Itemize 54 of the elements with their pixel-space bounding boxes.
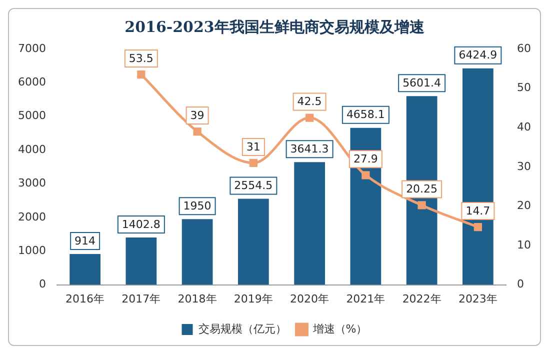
x-tick-label: 2019年 [234,292,273,306]
data-label: 42.5 [297,95,322,108]
y-tick-label: 5000 [18,109,46,122]
y2-tick-label: 20 [517,199,532,212]
y2-tick-label: 60 [517,42,532,55]
y2-tick-label: 50 [517,81,532,94]
bar [182,219,213,285]
x-tick-label: 2021年 [346,292,386,306]
x-tick-label: 2020年 [290,292,330,306]
data-label: 5601.4 [402,76,442,90]
y-tick-label: 6000 [18,76,46,89]
data-label: 1402.8 [122,218,160,231]
legend-label: 交易规模（亿元） [198,322,286,336]
point [362,171,370,180]
x-tick-label: 2018年 [178,292,217,306]
y-tick-label: 1000 [18,244,46,257]
data-label: 14.7 [466,204,490,218]
point [137,70,146,79]
y2-tick-label: 10 [517,238,532,252]
y2-tick-label: 0 [517,278,524,291]
data-label: 2554.5 [234,179,273,192]
y-tick-label: 0 [38,278,46,291]
y-tick-label: 2000 [18,210,46,224]
point [249,158,258,168]
bar [70,254,100,285]
y2-tick-label: 40 [517,120,532,134]
data-label: 6424.9 [458,48,498,62]
y2-tick-label: 30 [517,160,532,173]
point [418,201,426,210]
data-label: 27.9 [353,152,378,166]
data-label: 31 [246,140,260,154]
data-label: 39 [190,108,204,122]
x-tick-label: 2022年 [402,292,442,306]
y-tick-label: 3000 [18,176,46,190]
x-tick-label: 2016年 [66,292,105,306]
data-label: 914 [74,234,96,248]
bar [238,198,269,285]
point [193,127,202,136]
x-tick-label: 2023年 [458,292,498,306]
chart-title: 2016-2023年我国生鲜电商交易规模及增速 [124,18,426,36]
point [474,222,482,232]
data-label: 20.25 [406,182,438,196]
data-label: 1950 [183,199,212,212]
bar [462,68,494,285]
data-label: 4658.1 [346,108,385,122]
point [305,114,314,122]
data-label: 53.5 [128,52,154,65]
bar [294,162,325,285]
bar [126,238,157,285]
legend-label: 增速（%） [312,322,368,336]
data-label: 3641.3 [290,142,329,156]
y-tick-label: 7000 [18,42,46,55]
y-tick-label: 4000 [18,142,46,156]
x-tick-label: 2017年 [122,292,161,306]
